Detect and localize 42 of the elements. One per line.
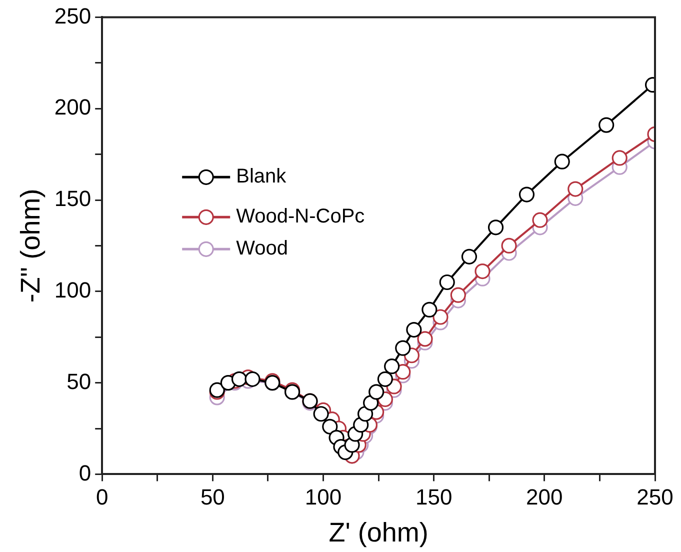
point [554,154,570,170]
point [313,406,329,422]
point [417,331,433,347]
point [488,220,504,236]
point [406,322,422,338]
legend-label: Wood [236,238,288,260]
y-tick-label: 50 [66,368,92,394]
x-tick-label: 200 [526,484,563,510]
x-tick-label: 250 [636,484,674,510]
point [395,340,411,356]
y-tick-label: 250 [54,3,92,28]
y-tick-label: 200 [54,94,92,120]
point [532,212,548,228]
point [612,150,628,166]
point [518,186,535,202]
point [384,358,400,374]
point [377,371,393,387]
point [357,406,374,422]
legend-label: Blank [236,166,288,188]
legend-label: Wood-N-CoPc [236,206,365,228]
point [568,181,584,197]
point [363,395,379,411]
point [598,117,614,133]
x-tick-label: 50 [200,484,225,510]
point [368,384,384,400]
y-tick-label: 0 [78,460,92,486]
point [461,248,478,264]
point [439,274,455,290]
x-tick-label: 0 [96,484,108,510]
point [474,263,490,280]
x-axis-title: Z' (ohm) [328,517,428,548]
point [501,238,517,254]
y-tick-label: 100 [54,277,92,302]
x-tick-label: 150 [415,484,452,510]
point [395,364,411,380]
point [322,418,338,434]
point [450,287,466,303]
point [422,302,438,318]
y-axis-title: -Z'' (ohm) [16,188,46,303]
x-tick-label: 100 [304,484,342,510]
point [432,309,448,325]
y-tick-label: 150 [54,186,92,212]
